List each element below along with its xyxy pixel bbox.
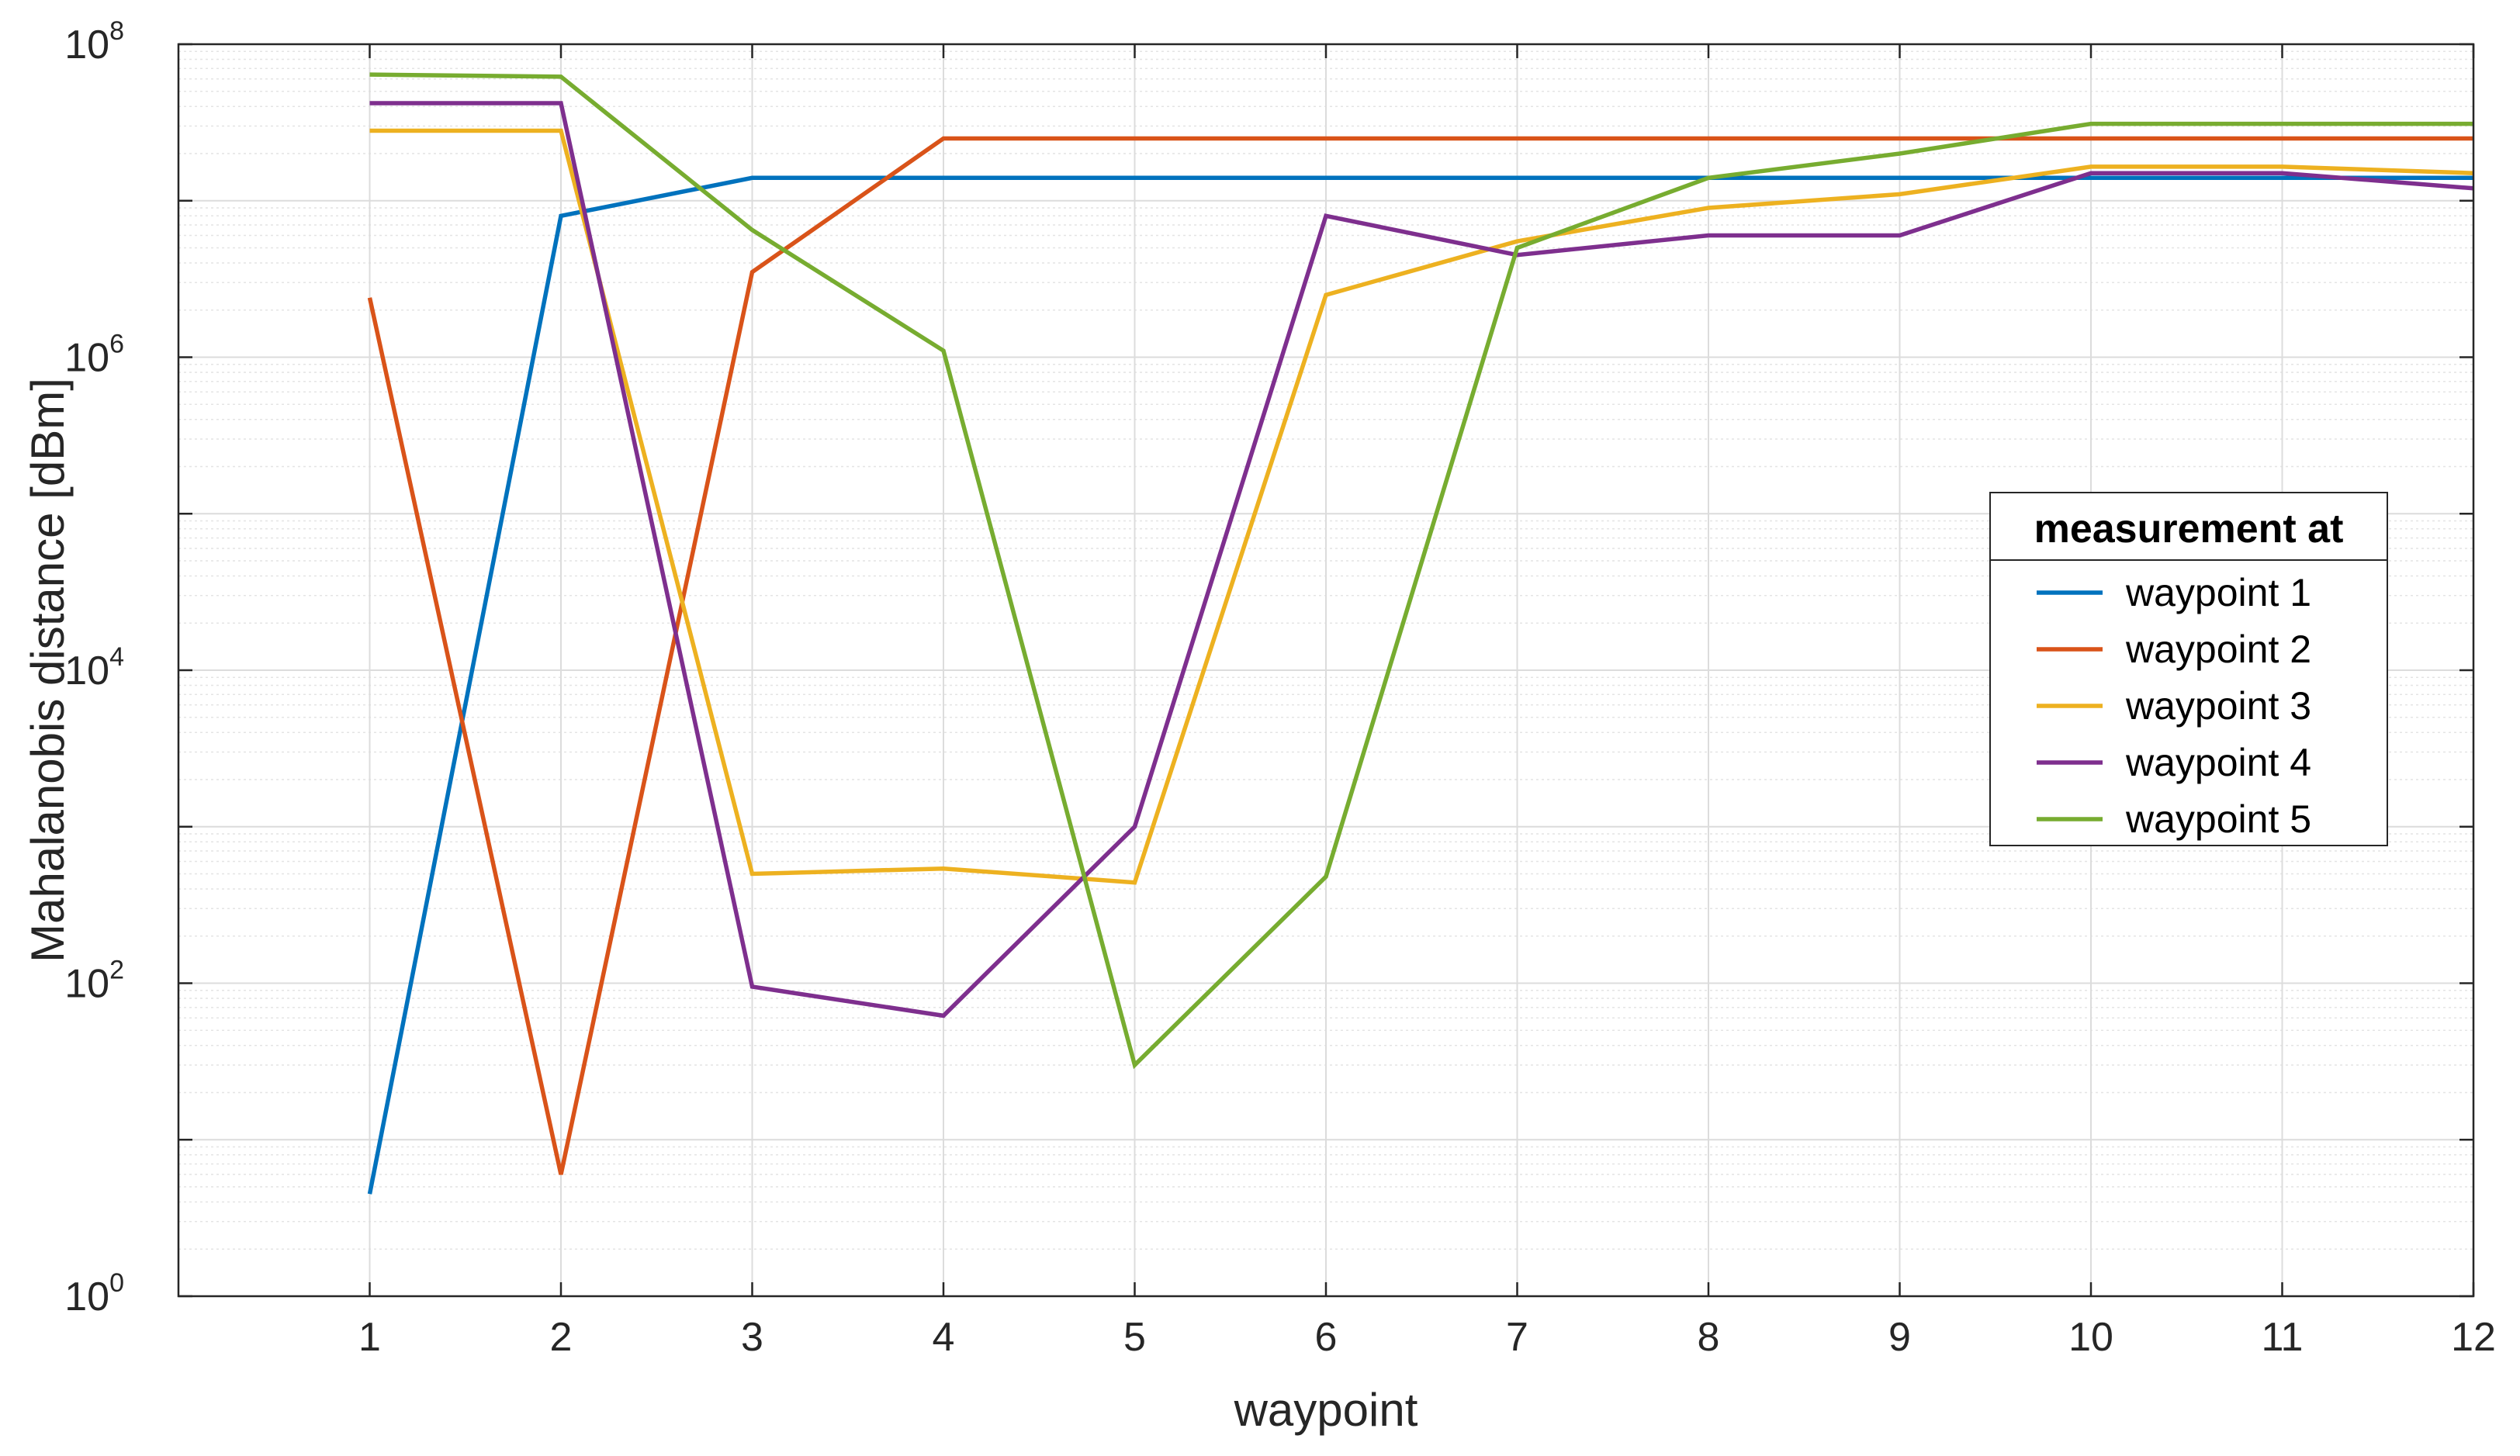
x-tick-label: 9: [1888, 1315, 1911, 1360]
legend-label: waypoint 2: [2125, 628, 2311, 671]
x-tick-label: 10: [2068, 1315, 2113, 1360]
y-axis-label: Mahalanobis distance [dBm]: [22, 378, 74, 963]
x-tick-labels: 1 2 3 4 5 6 7 8 9 10 11 12: [358, 1315, 2496, 1360]
series-line-4: [369, 101, 2474, 1019]
x-tick-label: 6: [1315, 1315, 1338, 1360]
x-tick-label: 4: [933, 1315, 955, 1360]
series-lines: [367, 72, 2474, 1195]
legend-title: measurement at: [2034, 507, 2344, 552]
series-line-3: [369, 128, 2474, 885]
legend-label: waypoint 3: [2125, 684, 2311, 728]
y-tick-label: 106: [64, 330, 124, 381]
series-line-5: [369, 72, 2473, 1070]
y-tick-label: 100: [64, 1268, 124, 1319]
x-tick-label: 12: [2451, 1315, 2496, 1360]
x-axis-label: waypoint: [1234, 1384, 1418, 1436]
x-tick-label: 2: [550, 1315, 573, 1360]
y-tick-label: 104: [64, 642, 124, 693]
x-tick-label: 11: [2262, 1315, 2304, 1360]
y-tick-label: 102: [64, 956, 124, 1007]
x-tick-label: 1: [358, 1315, 381, 1360]
legend-label: waypoint 1: [2125, 571, 2311, 614]
legend-box: [1989, 492, 2388, 846]
legend-label: waypoint 4: [2125, 741, 2311, 784]
legend-entries: waypoint 1 waypoint 2 waypoint 3 waypoint 4…: [2037, 571, 2311, 841]
x-tick-label: 7: [1506, 1315, 1528, 1360]
axis-ticks: [178, 43, 2475, 1298]
y-tick-labels: 100 102 104 106 108: [64, 16, 124, 1319]
y-tick-label: 108: [64, 16, 124, 67]
series-line-2: [367, 136, 2473, 1175]
x-tick-label: 8: [1698, 1315, 1720, 1360]
series-line-1: [367, 175, 2473, 1195]
x-tick-label: 3: [741, 1315, 763, 1360]
x-tick-label: 5: [1123, 1315, 1146, 1360]
legend-label: waypoint 5: [2125, 797, 2311, 841]
